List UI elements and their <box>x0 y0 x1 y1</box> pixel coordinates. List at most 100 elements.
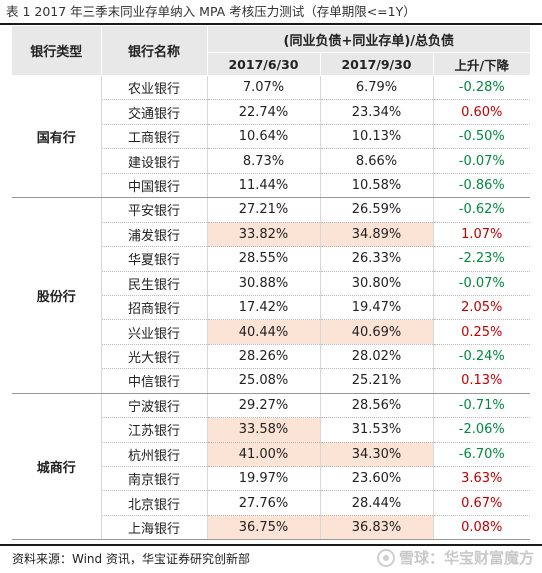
ratio-2017-09-30-cell: 26.33% <box>320 246 434 272</box>
ratio-2017-06-30-cell: 40.44% <box>207 319 321 345</box>
ratio-2017-06-30-cell: 22.74% <box>207 99 321 125</box>
ratio-2017-09-30-cell: 19.47% <box>320 295 434 321</box>
bank-type-cell: 城商行 <box>12 393 101 541</box>
ratio-2017-09-30-cell: 25.21% <box>320 368 434 394</box>
watermark-text: 雪球：华宝财富魔方 <box>398 549 534 567</box>
ratio-2017-09-30-cell: 34.89% <box>320 222 434 248</box>
table-row: 华夏银行 28.55% 26.33% -2.23% <box>12 246 531 272</box>
snowball-logo-icon <box>376 548 395 567</box>
table-row: 杭州银行 41.00% 34.30% -6.70% <box>12 442 531 468</box>
change-cell: 0.67% <box>433 490 531 516</box>
ratio-2017-06-30-cell: 17.42% <box>207 295 321 321</box>
table-caption: 表 1 2017 年三季末同业存单纳入 MPA 考核压力测试（存单期限<=1Y） <box>6 4 416 19</box>
table-row: 城商行 宁波银行 29.27% 28.56% -0.71% <box>12 393 531 541</box>
ratio-2017-09-30-cell: 34.30% <box>320 442 434 468</box>
bank-name-cell: 工商银行 <box>100 124 208 150</box>
table-body: 国有行 农业银行 7.07% 6.79% -0.28% 交通银行 22.74% 23.34% 0… <box>12 75 531 541</box>
change-cell: -0.71% <box>433 393 531 419</box>
ratio-2017-09-30-cell: 26.59% <box>320 197 434 223</box>
table-row: 上海银行 36.75% 36.83% 0.08% <box>12 515 531 541</box>
bank-name-cell: 上海银行 <box>100 515 208 541</box>
ratio-2017-09-30-cell: 23.60% <box>320 466 434 492</box>
ratio-2017-09-30-cell: 40.69% <box>320 319 434 345</box>
change-cell: 2.05% <box>433 295 531 321</box>
ratio-2017-09-30-cell: 31.53% <box>320 417 434 443</box>
bank-name-cell: 杭州银行 <box>100 442 208 468</box>
bank-name-cell: 民生银行 <box>100 271 208 296</box>
bank-name-cell: 建设银行 <box>100 148 208 174</box>
change-cell: -6.70% <box>433 442 531 468</box>
table-row: 江苏银行 33.58% 31.53% -2.06% <box>12 417 531 443</box>
ratio-2017-06-30-cell: 41.00% <box>207 442 321 468</box>
table-row: 股份行 平安银行 27.21% 26.59% -0.62% <box>12 197 531 394</box>
ratio-2017-09-30-cell: 10.58% <box>320 173 434 199</box>
ratio-2017-06-30-cell: 25.08% <box>207 368 321 394</box>
header-date-q3: 2017/9/30 <box>319 52 433 76</box>
watermark: 雪球：华宝财富魔方 <box>376 547 534 568</box>
ratio-2017-06-30-cell: 28.26% <box>207 344 321 370</box>
ratio-2017-09-30-cell: 36.83% <box>320 515 434 541</box>
ratio-2017-06-30-cell: 36.75% <box>207 515 321 541</box>
header-date-q2: 2017/6/30 <box>206 52 320 76</box>
table-row: 中信银行 25.08% 25.21% 0.13% <box>12 368 531 394</box>
header-bank-name: 银行名称 <box>100 26 207 76</box>
table-row: 建设银行 8.73% 8.66% -0.07% <box>12 148 531 174</box>
bank-name-cell: 兴业银行 <box>100 319 208 345</box>
mpa-stress-table: 银行类型 银行名称 (同业负债+同业存单)/总负债 2017/6/30 2017… <box>12 26 531 541</box>
change-cell: -0.24% <box>433 344 531 370</box>
ratio-2017-09-30-cell: 28.44% <box>320 490 434 516</box>
table-row: 北京银行 27.76% 28.44% 0.67% <box>12 490 531 516</box>
change-cell: -0.28% <box>433 75 531 101</box>
change-cell: 0.08% <box>433 515 531 541</box>
change-cell: -0.62% <box>433 197 531 223</box>
source-note: 资料来源：Wind 资讯，华宝证券研究创新部 <box>12 552 250 566</box>
ratio-2017-09-30-cell: 10.13% <box>320 124 434 150</box>
bank-name-cell: 宁波银行 <box>100 393 208 419</box>
ratio-2017-06-30-cell: 7.07% <box>207 75 321 101</box>
table-row: 中国银行 11.44% 10.58% -0.86% <box>12 173 531 199</box>
ratio-2017-09-30-cell: 6.79% <box>320 75 434 101</box>
table-row: 民生银行 30.88% 30.80% -0.07% <box>12 271 531 296</box>
change-cell: 0.13% <box>433 368 531 394</box>
change-cell: -0.07% <box>433 148 531 174</box>
bank-type-cell: 股份行 <box>12 197 101 394</box>
ratio-2017-06-30-cell: 27.21% <box>207 197 321 223</box>
ratio-2017-09-30-cell: 8.66% <box>320 148 434 174</box>
header-bank-type: 银行类型 <box>12 26 101 76</box>
change-cell: -0.86% <box>433 173 531 199</box>
table-row: 南京银行 19.97% 23.60% 3.63% <box>12 466 531 492</box>
table-row: 光大银行 28.26% 28.02% -0.24% <box>12 344 531 370</box>
ratio-2017-06-30-cell: 33.82% <box>207 222 321 248</box>
ratio-2017-06-30-cell: 10.64% <box>207 124 321 150</box>
ratio-2017-06-30-cell: 8.73% <box>207 148 321 174</box>
change-cell: -2.23% <box>433 246 531 272</box>
table-row: 招商银行 17.42% 19.47% 2.05% <box>12 295 531 321</box>
table-row: 国有行 农业银行 7.07% 6.79% -0.28% <box>12 75 531 199</box>
table-row: 工商银行 10.64% 10.13% -0.50% <box>12 124 531 150</box>
bank-name-cell: 北京银行 <box>100 490 208 516</box>
change-cell: -2.06% <box>433 417 531 443</box>
bank-name-cell: 浦发银行 <box>100 222 208 248</box>
ratio-2017-06-30-cell: 29.27% <box>207 393 321 419</box>
caption-rule <box>0 23 542 25</box>
ratio-2017-09-30-cell: 23.34% <box>320 99 434 125</box>
table-row: 交通银行 22.74% 23.34% 0.60% <box>12 99 531 125</box>
header-ratio-title: (同业负债+同业存单)/总负债 <box>206 26 531 53</box>
bank-name-cell: 光大银行 <box>100 344 208 370</box>
ratio-2017-06-30-cell: 11.44% <box>207 173 321 199</box>
footer: 资料来源：Wind 资讯，华宝证券研究创新部 雪球：华宝财富魔方 <box>0 544 542 573</box>
change-cell: 1.07% <box>433 222 531 248</box>
ratio-2017-06-30-cell: 33.58% <box>207 417 321 443</box>
change-cell: 3.63% <box>433 466 531 492</box>
table-row: 浦发银行 33.82% 34.89% 1.07% <box>12 222 531 248</box>
ratio-2017-09-30-cell: 30.80% <box>320 271 434 296</box>
ratio-2017-09-30-cell: 28.56% <box>320 393 434 419</box>
change-cell: 0.60% <box>433 99 531 125</box>
ratio-2017-06-30-cell: 28.55% <box>207 246 321 272</box>
bank-name-cell: 平安银行 <box>100 197 208 223</box>
change-cell: -0.07% <box>433 271 531 296</box>
bank-name-cell: 农业银行 <box>100 75 208 101</box>
header-change: 上升/下降 <box>432 52 531 76</box>
bank-name-cell: 招商银行 <box>100 295 208 321</box>
ratio-2017-06-30-cell: 19.97% <box>207 466 321 492</box>
